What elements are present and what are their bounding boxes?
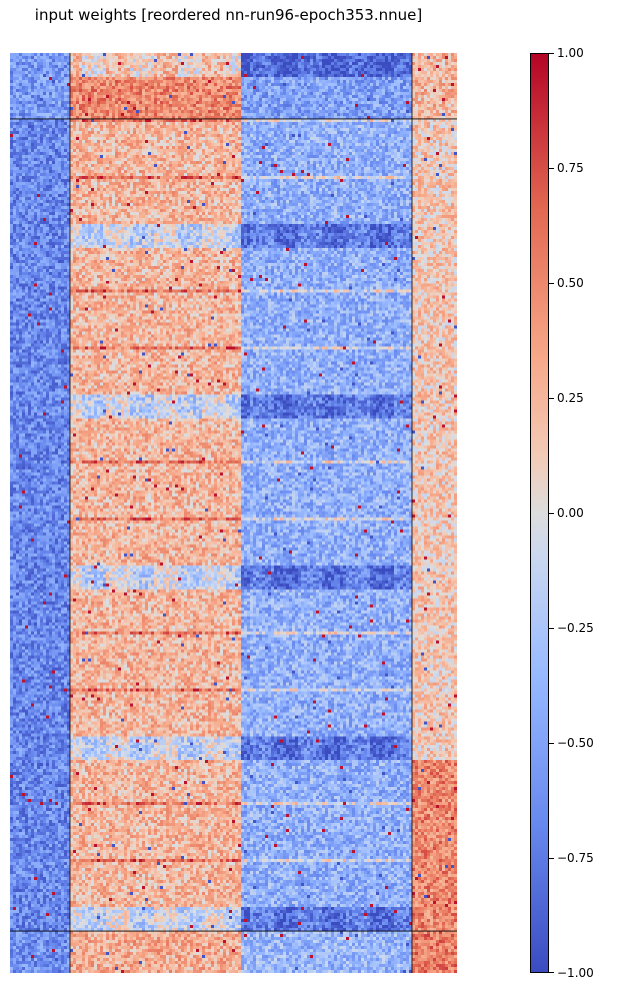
colorbar xyxy=(530,53,549,973)
colorbar-tick xyxy=(549,743,554,744)
colorbar-tick xyxy=(549,53,554,54)
chart-title: input weights [reordered nn-run96-epoch3… xyxy=(34,6,423,24)
colorbar-tick xyxy=(549,398,554,399)
heatmap xyxy=(10,53,457,973)
colorbar-tick-label: −0.25 xyxy=(557,621,594,635)
colorbar-tick xyxy=(549,168,554,169)
colorbar-tick xyxy=(549,858,554,859)
colorbar-tick-label: 0.75 xyxy=(557,161,584,175)
colorbar-tick-label: 0.25 xyxy=(557,391,584,405)
heatmap-cells xyxy=(10,53,457,973)
colorbar-tick xyxy=(549,283,554,284)
heatmap-divider-lines xyxy=(10,53,457,973)
colorbar-tick-label: −0.50 xyxy=(557,736,594,750)
colorbar-tick-label: 1.00 xyxy=(557,46,584,60)
colorbar-tick-label: 0.50 xyxy=(557,276,584,290)
colorbar-tick-label: −0.75 xyxy=(557,851,594,865)
colorbar-tick-label: −1.00 xyxy=(557,966,594,980)
colorbar-tick xyxy=(549,628,554,629)
colorbar-tick-label: 0.00 xyxy=(557,506,584,520)
colorbar-tick xyxy=(549,972,554,973)
colorbar-tick xyxy=(549,513,554,514)
